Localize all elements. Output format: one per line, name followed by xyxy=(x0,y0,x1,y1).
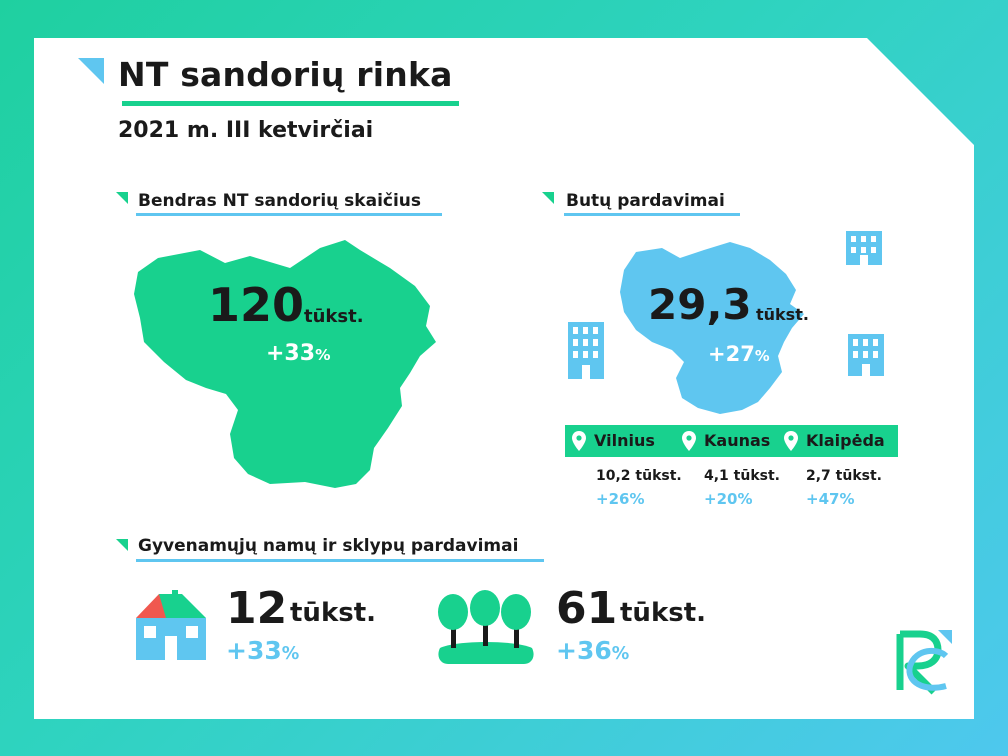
houses-value: 12 xyxy=(226,583,288,634)
city-name-klaipeda: Klaipėda xyxy=(806,431,885,450)
total-section-underline xyxy=(136,213,442,216)
total-change: +33% xyxy=(266,341,330,366)
plots-change-value: +36 xyxy=(556,636,612,665)
plots-change: +36% xyxy=(556,636,629,665)
apartments-change-unit: % xyxy=(754,348,770,365)
houses-change-unit: % xyxy=(281,644,300,664)
residential-section-title: Gyvenamųjų namų ir sklypų pardavimai xyxy=(138,536,519,556)
city-change-kaunas: +20% xyxy=(704,490,753,508)
houses-change-value: +33 xyxy=(226,636,282,665)
page-subtitle: 2021 m. III ketvirčiai xyxy=(118,118,374,143)
city-change-klaipeda: +47% xyxy=(806,490,855,508)
city-value-vilnius: 10,2 tūkst. xyxy=(596,468,682,484)
apartments-change: +27% xyxy=(708,342,770,366)
building-icon xyxy=(848,334,884,376)
location-pin-icon xyxy=(784,431,798,451)
section-accent-icon xyxy=(542,192,554,204)
location-pin-icon xyxy=(682,431,696,451)
total-value: 120 xyxy=(208,278,305,332)
plots-value: 61 xyxy=(556,583,618,634)
brand-logo xyxy=(896,630,952,695)
section-accent-icon xyxy=(116,192,128,204)
city-name-kaunas: Kaunas xyxy=(704,431,771,450)
houses-change: +33% xyxy=(226,636,299,665)
apartments-section-underline xyxy=(564,213,740,216)
city-name-vilnius: Vilnius xyxy=(594,431,655,450)
building-icon xyxy=(846,231,882,265)
house-icon xyxy=(136,590,206,660)
houses-unit: tūkst. xyxy=(290,598,377,628)
page-title: NT sandorių rinka xyxy=(118,55,453,94)
building-icon xyxy=(568,322,604,379)
apartments-section-title: Butų pardavimai xyxy=(566,191,725,211)
city-change-vilnius: +26% xyxy=(596,490,645,508)
city-bar xyxy=(565,425,898,457)
city-value-kaunas: 4,1 tūkst. xyxy=(704,468,780,484)
total-change-value: +33 xyxy=(266,341,316,366)
total-unit: tūkst. xyxy=(304,306,364,327)
trees-icon xyxy=(438,590,534,664)
apartments-value: 29,3 xyxy=(648,280,752,329)
apartments-change-value: +27 xyxy=(708,342,755,366)
residential-section-underline xyxy=(136,559,544,562)
plots-unit: tūkst. xyxy=(620,598,707,628)
section-accent-icon xyxy=(116,539,128,551)
title-accent-icon xyxy=(78,58,104,84)
total-section-title: Bendras NT sandorių skaičius xyxy=(138,191,422,211)
location-pin-icon xyxy=(572,431,586,451)
city-value-klaipeda: 2,7 tūkst. xyxy=(806,468,882,484)
apartments-unit: tūkst. xyxy=(756,305,809,324)
lithuania-map-green xyxy=(134,240,436,488)
total-change-unit: % xyxy=(315,346,331,364)
plots-change-unit: % xyxy=(611,644,630,664)
title-underline xyxy=(122,101,459,106)
lithuania-map-blue xyxy=(620,242,804,414)
